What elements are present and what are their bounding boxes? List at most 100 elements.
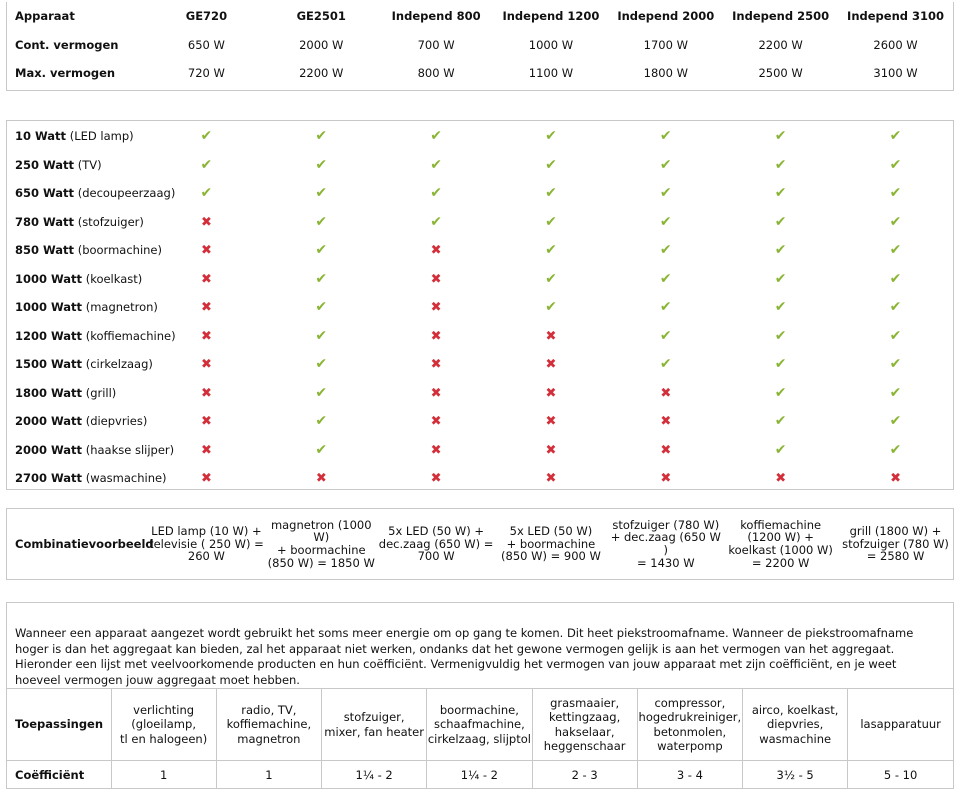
support-cell: ✖ xyxy=(379,464,494,493)
application-cell: verlichting (gloeilamp, tl en halogeen) xyxy=(111,688,217,761)
specs-value: 650 W xyxy=(187,37,225,52)
combination-line: 260 W xyxy=(187,549,225,564)
check-icon: ✔ xyxy=(659,299,672,316)
combination-line: + boormachine xyxy=(276,543,366,557)
support-cell: ✔ xyxy=(149,151,264,180)
check-icon: ✔ xyxy=(889,299,902,316)
check-icon: ✔ xyxy=(889,128,902,145)
application-cell: grasmaaier, kettingzaag, hakselaar, heggens… xyxy=(532,688,638,761)
support-cell: ✖ xyxy=(149,322,264,351)
cross-icon: ✖ xyxy=(545,357,557,373)
wattage-label: 780 Watt xyxy=(15,214,75,229)
combination-line: 5x LED (50 W) + xyxy=(388,524,485,539)
support-cell: ✔ xyxy=(264,322,379,351)
application-cell: stofzuiger, mixer, fan heater xyxy=(321,688,428,761)
support-cell: ✔ xyxy=(494,208,609,237)
wattage-label: 1000 Watt xyxy=(15,300,83,315)
check-icon: ✔ xyxy=(774,384,787,401)
combination-line: = 1430 W xyxy=(637,555,695,570)
cross-icon: ✖ xyxy=(200,328,212,344)
check-icon: ✔ xyxy=(315,185,328,202)
check-icon: ✔ xyxy=(774,270,787,287)
specs-value: 3100 W xyxy=(873,66,918,81)
combination-line: + dec.zaag (650 W ) xyxy=(610,530,721,557)
cross-icon: ✖ xyxy=(660,471,672,487)
specs-value: 2600 W xyxy=(873,37,918,52)
check-icon: ✔ xyxy=(774,327,787,344)
support-cell: ✖ xyxy=(494,407,609,436)
support-cell: ✔ xyxy=(608,208,723,237)
application-line: boormachine, xyxy=(439,703,519,718)
check-icon: ✔ xyxy=(545,242,557,259)
support-cell: ✔ xyxy=(494,179,609,208)
support-cell: ✖ xyxy=(149,293,264,322)
check-icon: ✔ xyxy=(659,156,672,173)
check-icon: ✔ xyxy=(430,185,442,202)
support-cell: ✔ xyxy=(494,236,609,265)
support-cell: ✔ xyxy=(264,407,379,436)
application-cell: boormachine, schaafmachine, cirkelzaag, sl… xyxy=(426,688,533,761)
support-cell: ✖ xyxy=(379,265,494,294)
support-cell: ✔ xyxy=(264,293,379,322)
support-cell: ✔ xyxy=(723,293,838,322)
check-icon: ✔ xyxy=(774,299,787,316)
combination-example: magnetron (1000 W) + boormachine (850 W) =… xyxy=(264,509,379,579)
support-cell: ✔ xyxy=(264,151,379,180)
cross-icon: ✖ xyxy=(200,414,212,430)
support-cell: ✔ xyxy=(608,236,723,265)
check-icon: ✔ xyxy=(315,299,328,316)
support-cell: ✔ xyxy=(838,350,953,379)
wattage-label: 2000 Watt xyxy=(15,442,83,457)
check-icon: ✔ xyxy=(774,413,787,430)
check-icon: ✔ xyxy=(889,441,902,458)
coefficient-value: 1¼ - 2 xyxy=(321,760,428,789)
application-line: airco, koelkast, xyxy=(751,703,839,718)
appliance-cell: 10 Watt (LED lamp) xyxy=(7,122,149,151)
check-icon: ✔ xyxy=(774,213,787,230)
application-line: waterpomp xyxy=(657,738,723,753)
combination-label: Combinatievoorbeeld xyxy=(15,536,154,551)
support-cell: ✔ xyxy=(494,293,609,322)
application-line: heggenschaar xyxy=(543,738,626,753)
support-cell: ✖ xyxy=(149,464,264,493)
combination-line: grill (1800 W) + xyxy=(849,524,942,539)
device-name: GE2501 xyxy=(296,9,346,24)
matrix-row: 1000 Watt (koelkast) ✖ ✔ ✖ ✔ ✔ ✔ ✔ xyxy=(7,265,953,294)
wattage-label: 1800 Watt xyxy=(15,385,83,400)
support-cell: ✔ xyxy=(494,151,609,180)
matrix-row: 650 Watt (decoupeerzaag) ✔ ✔ ✔ ✔ ✔ ✔ ✔ xyxy=(7,179,953,208)
matrix-row: 780 Watt (stofzuiger) ✖ ✔ ✔ ✔ ✔ ✔ ✔ xyxy=(7,208,953,237)
application-line: lasapparatuur xyxy=(860,717,941,732)
cross-icon: ✖ xyxy=(545,385,557,401)
wattage-label: 1500 Watt xyxy=(15,357,83,372)
appliance-cell: 2000 Watt (haakse slijper) xyxy=(7,436,174,465)
coefficient-value: 2 - 3 xyxy=(532,760,638,789)
combination-row: Combinatievoorbeeld LED lamp (10 W) + tel… xyxy=(7,509,953,579)
specs-value: 2000 W xyxy=(299,37,344,52)
support-cell: ✔ xyxy=(264,236,379,265)
support-cell: ✖ xyxy=(149,350,264,379)
appliance-cell: 650 Watt (decoupeerzaag) xyxy=(7,179,175,208)
application-cell: airco, koelkast, diepvries, wasmachine xyxy=(742,688,849,761)
check-icon: ✔ xyxy=(430,213,442,230)
combination-line: 5x LED (50 W) xyxy=(509,524,593,539)
check-icon: ✔ xyxy=(774,156,787,173)
support-cell: ✖ xyxy=(149,265,264,294)
coefficient-value: 1 xyxy=(111,760,217,789)
specs-header-label: Apparaat xyxy=(15,9,75,24)
matrix-row: 1000 Watt (magnetron) ✖ ✔ ✖ ✔ ✔ ✔ ✔ xyxy=(7,293,953,322)
support-cell: ✔ xyxy=(608,350,723,379)
support-cell: ✖ xyxy=(608,407,723,436)
appliance-cell: 2700 Watt (wasmachine) xyxy=(7,464,167,493)
check-icon: ✔ xyxy=(889,413,902,430)
appliance-label: (boormachine) xyxy=(77,243,162,258)
coefficient-label: Coëfficiënt xyxy=(7,760,112,789)
appliance-label: (koffiemachine) xyxy=(85,328,176,343)
check-icon: ✔ xyxy=(430,156,442,173)
support-cell: ✖ xyxy=(379,379,494,408)
check-icon: ✔ xyxy=(889,156,902,173)
cross-icon: ✖ xyxy=(775,471,787,487)
specs-header-row: Apparaat GE720 GE2501 Independ 800 Indep… xyxy=(7,2,953,31)
support-cell: ✔ xyxy=(723,350,838,379)
application-line: grasmaaier, xyxy=(550,696,620,711)
